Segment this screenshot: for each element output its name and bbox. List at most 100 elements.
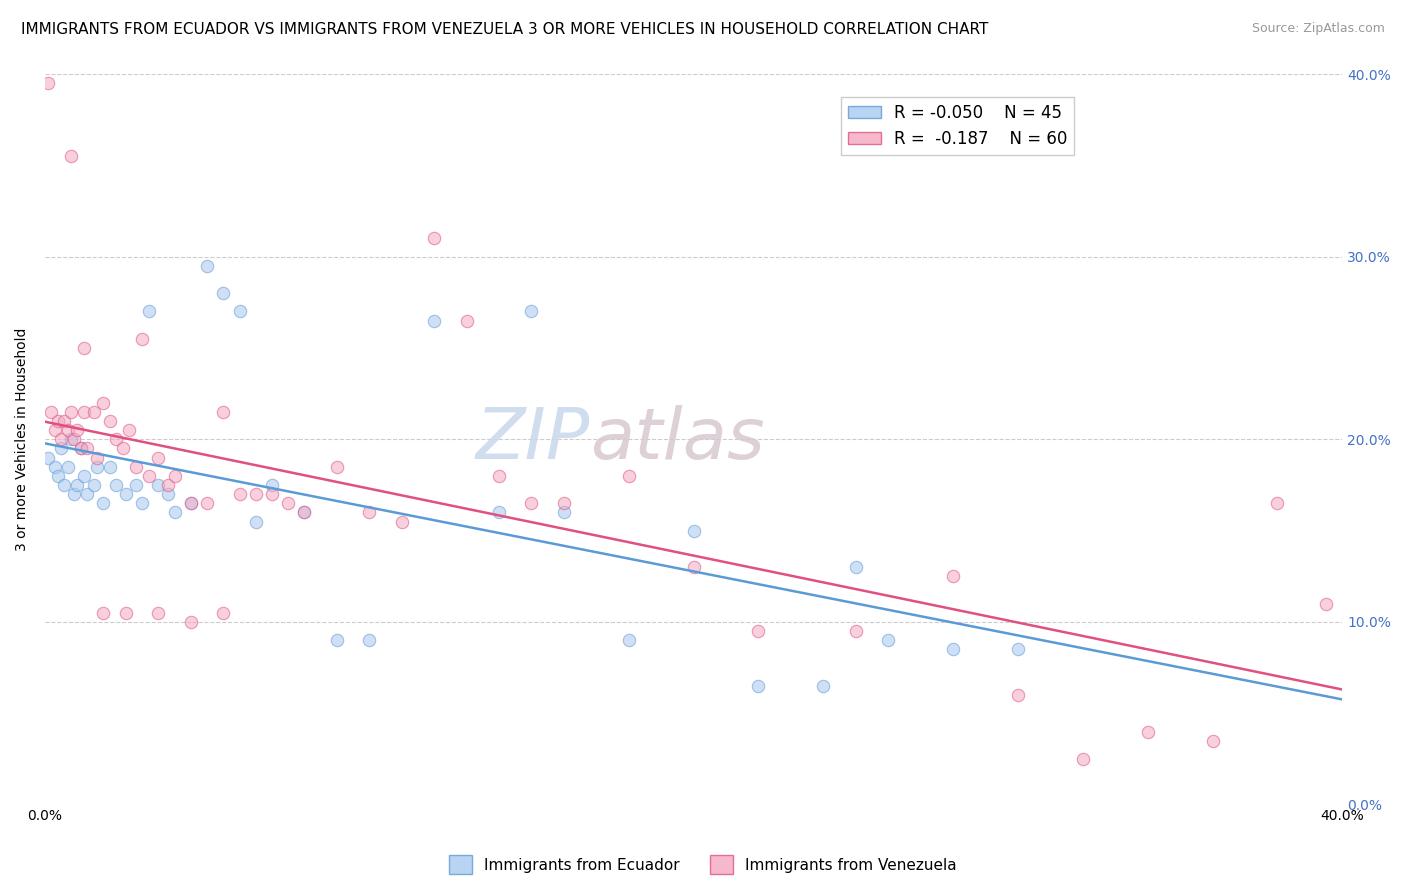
Point [69, 442, 91, 456]
Point [1201, 733, 1223, 747]
Point [423, 313, 446, 327]
Point [86, 450, 108, 465]
Point [553, 505, 575, 519]
Point [260, 478, 283, 492]
Text: Source: ZipAtlas.com: Source: ZipAtlas.com [1251, 22, 1385, 36]
Point [125, 459, 148, 474]
Point [157, 478, 180, 492]
Point [617, 633, 640, 648]
Point [59, 149, 82, 163]
Point [86, 459, 108, 474]
Point [105, 433, 128, 447]
Point [245, 487, 267, 501]
Point [148, 606, 170, 620]
Point [813, 679, 835, 693]
Point [118, 423, 141, 437]
Point [138, 304, 160, 318]
Point [212, 606, 235, 620]
Point [747, 679, 769, 693]
Point [63, 433, 86, 447]
Point [163, 468, 186, 483]
Legend: Immigrants from Ecuador, Immigrants from Venezuela: Immigrants from Ecuador, Immigrants from… [443, 849, 963, 880]
Point [98, 459, 121, 474]
Point [195, 496, 218, 510]
Point [1136, 724, 1159, 739]
Point [520, 496, 543, 510]
Point [488, 505, 510, 519]
Point [845, 560, 868, 574]
Point [37, 76, 59, 90]
Point [423, 231, 446, 245]
Point [228, 304, 250, 318]
Point [180, 496, 202, 510]
Point [44, 423, 66, 437]
Point [59, 433, 82, 447]
Point [157, 487, 180, 501]
Text: IMMIGRANTS FROM ECUADOR VS IMMIGRANTS FROM VENEZUELA 3 OR MORE VEHICLES IN HOUSE: IMMIGRANTS FROM ECUADOR VS IMMIGRANTS FR… [21, 22, 988, 37]
Point [326, 459, 349, 474]
Point [617, 468, 640, 483]
Point [76, 487, 98, 501]
Point [294, 505, 316, 519]
Point [520, 304, 543, 318]
Point [845, 624, 868, 639]
Point [56, 459, 79, 474]
Point [111, 442, 134, 456]
Point [73, 341, 96, 355]
Point [553, 496, 575, 510]
Text: atlas: atlas [591, 405, 765, 474]
Point [46, 468, 69, 483]
Point [180, 615, 202, 629]
Point [131, 332, 153, 346]
Point [138, 468, 160, 483]
Point [163, 505, 186, 519]
Point [69, 442, 91, 456]
Text: ZIP: ZIP [475, 405, 591, 474]
Point [228, 487, 250, 501]
Point [391, 515, 413, 529]
Point [294, 505, 316, 519]
Point [56, 423, 79, 437]
Point [277, 496, 299, 510]
Point [1007, 642, 1029, 657]
Point [195, 259, 218, 273]
Point [115, 606, 138, 620]
Point [682, 524, 704, 538]
Point [51, 442, 73, 456]
Point [53, 478, 76, 492]
Point [148, 478, 170, 492]
Point [66, 423, 89, 437]
Point [359, 633, 381, 648]
Point [93, 396, 115, 410]
Point [73, 468, 96, 483]
Point [63, 487, 86, 501]
Point [37, 450, 59, 465]
Point [148, 450, 170, 465]
Point [212, 405, 235, 419]
Point [456, 313, 478, 327]
Point [46, 414, 69, 428]
Point [51, 433, 73, 447]
Point [59, 405, 82, 419]
Point [326, 633, 349, 648]
Point [942, 569, 965, 583]
Point [125, 478, 148, 492]
Point [1007, 688, 1029, 702]
Point [115, 487, 138, 501]
Point [98, 414, 121, 428]
Point [1267, 496, 1289, 510]
Point [76, 442, 98, 456]
Point [93, 496, 115, 510]
Point [942, 642, 965, 657]
Point [41, 405, 63, 419]
Point [180, 496, 202, 510]
Point [44, 459, 66, 474]
Point [1071, 752, 1094, 766]
Point [93, 606, 115, 620]
Point [212, 286, 235, 301]
Point [105, 478, 128, 492]
Point [83, 405, 105, 419]
Point [83, 478, 105, 492]
Point [260, 487, 283, 501]
Point [73, 405, 96, 419]
